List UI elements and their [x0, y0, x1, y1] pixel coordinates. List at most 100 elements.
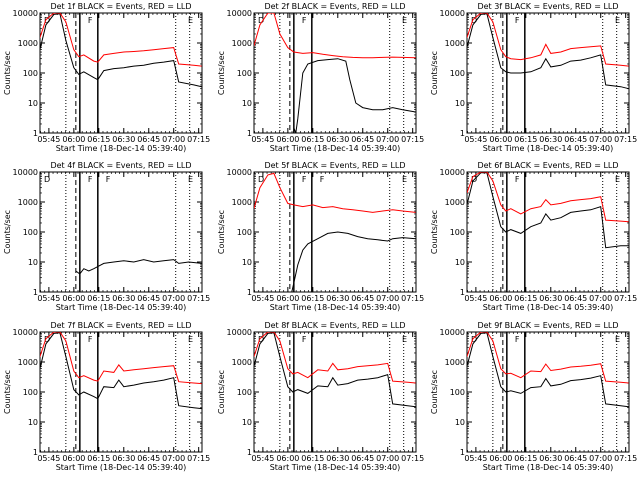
panel-title: Det 1f BLACK = Events, RED = LLD — [50, 2, 191, 11]
panel-7: Det 7f BLACK = Events, RED = LLD 1 10 100 10… — [3, 321, 210, 472]
series-line-events — [40, 13, 202, 88]
y-tick-label: 10 — [455, 258, 465, 267]
series-group — [40, 13, 202, 88]
series-group — [254, 13, 416, 133]
y-tick-label: 10 — [242, 258, 252, 267]
x-tick-label: 06:45 — [564, 454, 587, 463]
region-marker: F — [302, 175, 307, 184]
x-tick-label: 06:45 — [137, 454, 160, 463]
series-line-events — [40, 332, 202, 410]
y-tick-label: 10000 — [227, 168, 252, 177]
region-marker: E — [188, 175, 193, 184]
panel-title: Det 2f BLACK = Events, RED = LLD — [264, 2, 405, 11]
y-tick-label: 10000 — [13, 168, 38, 177]
series-group — [40, 332, 202, 410]
series-line-events — [75, 259, 202, 275]
panel-8: Det 8f BLACK = Events, RED = LLD 1 10 100 10… — [217, 321, 424, 472]
x-tick-label: 06:30 — [539, 454, 562, 463]
y-tick-label: 1000 — [232, 198, 252, 207]
region-marker: D — [44, 16, 50, 25]
series-line-events — [467, 332, 629, 408]
series-line-lld — [40, 332, 202, 385]
panel-1: Det 1f BLACK = Events, RED = LLD 1 10 100 10… — [3, 2, 210, 153]
y-tick-label: 10000 — [227, 9, 252, 18]
region-marker: F — [88, 335, 93, 344]
x-axis-label: Start Time (18-Dec-14 05:39:40) — [483, 463, 614, 472]
x-tick-label: 07:00 — [162, 454, 185, 463]
x-tick-label: 06:45 — [564, 135, 587, 144]
x-tick-label: 06:30 — [112, 454, 135, 463]
region-marker: D — [471, 16, 477, 25]
x-tick-label: 06:00 — [62, 454, 85, 463]
x-tick-label: 07:00 — [376, 135, 399, 144]
y-axis-label: Counts/sec — [430, 370, 439, 414]
y-tick-label: 1000 — [232, 358, 252, 367]
x-tick-label: 07:00 — [162, 135, 185, 144]
y-tick-label: 100 — [450, 69, 465, 78]
y-tick-label: 1000 — [18, 39, 38, 48]
panel-title: Det 8f BLACK = Events, RED = LLD — [264, 321, 405, 330]
series-line-lld — [254, 332, 416, 384]
panel-5: Det 5f BLACK = Events, RED = LLD 1 10 100 10… — [217, 161, 424, 312]
x-tick-label: 05:45 — [464, 135, 487, 144]
x-tick-label: 06:15 — [301, 294, 324, 303]
axis-frame — [253, 12, 417, 134]
axis-frame — [39, 12, 203, 134]
x-axis-label: Start Time (18-Dec-14 05:39:40) — [56, 144, 187, 153]
region-marker: D — [258, 175, 264, 184]
x-tick-label: 07:15 — [614, 294, 637, 303]
panel-title: Det 5f BLACK = Events, RED = LLD — [264, 161, 405, 170]
y-tick-label: 10000 — [440, 168, 465, 177]
series-line-lld — [467, 172, 629, 223]
series-group — [75, 259, 202, 275]
x-tick-label: 05:45 — [37, 135, 60, 144]
region-marker: F — [515, 175, 520, 184]
region-marker: E — [188, 335, 193, 344]
x-tick-label: 06:30 — [326, 135, 349, 144]
x-tick-label: 07:15 — [187, 454, 210, 463]
x-tick-label: 07:15 — [187, 294, 210, 303]
x-tick-label: 06:15 — [514, 294, 537, 303]
y-tick-label: 1 — [33, 448, 38, 457]
x-tick-label: 06:30 — [326, 454, 349, 463]
region-marker: E — [402, 16, 407, 25]
series-line-events — [467, 13, 629, 90]
y-tick-label: 1 — [33, 288, 38, 297]
region-marker: F — [88, 16, 93, 25]
series-line-lld — [254, 13, 416, 59]
x-axis-label: Start Time (18-Dec-14 05:39:40) — [56, 303, 187, 312]
y-tick-label: 10 — [455, 418, 465, 427]
x-tick-label: 06:30 — [539, 294, 562, 303]
x-tick-label: 06:15 — [514, 135, 537, 144]
series-group — [254, 332, 416, 408]
region-marker: F — [302, 16, 307, 25]
region-marker: F — [515, 335, 520, 344]
region-marker: F — [88, 175, 93, 184]
y-tick-label: 10 — [28, 258, 38, 267]
y-tick-label: 1000 — [18, 358, 38, 367]
y-tick-label: 1 — [247, 448, 252, 457]
x-tick-label: 06:00 — [489, 454, 512, 463]
panel-3: Det 3f BLACK = Events, RED = LLD 1 10 100 10… — [430, 2, 637, 153]
x-tick-label: 06:45 — [351, 135, 374, 144]
y-tick-label: 10000 — [13, 9, 38, 18]
x-tick-label: 06:00 — [276, 294, 299, 303]
series-group — [467, 13, 629, 90]
x-tick-label: 06:00 — [276, 454, 299, 463]
x-tick-label: 06:30 — [326, 294, 349, 303]
y-tick-label: 10 — [28, 99, 38, 108]
series-line-events — [254, 332, 416, 408]
y-tick-label: 10 — [242, 99, 252, 108]
x-axis-label: Start Time (18-Dec-14 05:39:40) — [270, 303, 401, 312]
region-marker: E — [615, 175, 620, 184]
y-axis-label: Counts/sec — [430, 210, 439, 254]
x-tick-label: 06:15 — [87, 454, 110, 463]
y-tick-label: 100 — [450, 228, 465, 237]
x-tick-label: 06:15 — [514, 454, 537, 463]
series-line-lld — [40, 13, 202, 67]
region-marker: F — [106, 175, 111, 184]
x-axis-label: Start Time (18-Dec-14 05:39:40) — [270, 144, 401, 153]
y-tick-label: 100 — [450, 388, 465, 397]
x-tick-label: 07:15 — [614, 454, 637, 463]
y-tick-label: 1 — [247, 129, 252, 138]
